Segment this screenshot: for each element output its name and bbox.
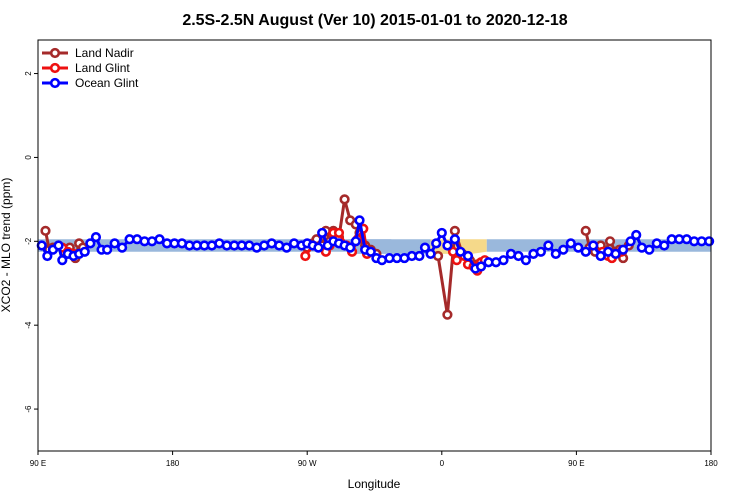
series-layer (36, 194, 715, 320)
series-0-point-3-0 (580, 225, 591, 236)
series-2-point-0-41 (313, 242, 324, 253)
series-2-point-1-0 (449, 234, 460, 245)
series-2-point-1-4 (475, 261, 487, 272)
plot-frame (37, 39, 712, 452)
series-2-point-1-13 (543, 240, 554, 251)
series-2-point-1-24 (625, 236, 636, 247)
x-tick-label-5: 180 (704, 459, 718, 468)
x-tick-label-3: 0 (440, 459, 445, 468)
series-2-point-0-62 (436, 227, 447, 239)
series-2-point-0-8 (79, 246, 90, 257)
series-2 (36, 215, 715, 274)
series-2-point-1-25 (631, 229, 642, 241)
series-2-point-1-9 (513, 250, 524, 262)
legend-label-1: Land Glint (75, 61, 130, 75)
series-2-point-0-1 (42, 250, 53, 262)
series-2-point-1-7 (498, 255, 509, 266)
x-axis-label: Longitude (348, 477, 401, 491)
series-2-point-1-22 (610, 248, 621, 259)
series-2-point-1-19 (588, 240, 599, 251)
series-2-point-1-17 (573, 242, 584, 253)
series-0-point-0-0 (40, 225, 51, 236)
series-2-point-0-61 (431, 238, 442, 249)
series-0-point-2-2 (449, 225, 460, 236)
series-2-point-1-14 (550, 248, 561, 259)
series-2-point-0-60 (425, 248, 436, 259)
series-0-point-1-8 (339, 194, 350, 205)
chart-title: 2.5S-2.5N August (Ver 10) 2015-01-01 to … (182, 12, 567, 29)
y-tick-label-2: -2 (24, 237, 33, 245)
series-2-point-0-47 (345, 242, 356, 253)
series-2-point-0-14 (117, 242, 128, 253)
y-axis: 2 0 -2 -4 -6 (24, 71, 38, 413)
series-2-point-0-58 (414, 250, 425, 262)
series-2-point-0-19 (154, 234, 165, 245)
y-tick-label-1: 0 (24, 155, 33, 160)
legend-label-0: Land Nadir (75, 46, 134, 60)
series-1-point-1-5 (333, 227, 345, 239)
legend-label-2: Ocean Glint (75, 76, 139, 90)
series-2-point-0-59 (419, 242, 431, 253)
series-2-point-1-12 (535, 246, 546, 257)
series-2-point-1-27 (644, 244, 655, 255)
x-tick-label-1: 180 (166, 459, 180, 468)
y-axis-label: XCO2 - MLO trend (ppm) (0, 178, 13, 313)
series-2-point-0-3 (53, 240, 64, 251)
legend-marker-0 (49, 47, 61, 59)
x-tick-label-2: 90 W (298, 459, 317, 468)
series-2-point-1-2 (462, 250, 474, 262)
series-2-point-0-10 (90, 232, 102, 243)
series-2-point-1-29 (659, 240, 670, 251)
series-0 (40, 194, 634, 320)
x-tick-label-0: 90 E (30, 459, 46, 468)
series-2-point-0-42 (317, 227, 328, 239)
series-2-point-0-49 (354, 215, 365, 226)
series-0-point-3-5 (604, 236, 616, 247)
y-tick-label-0: 2 (24, 71, 33, 76)
series-2-point-0-4 (57, 255, 68, 266)
series-2-point-0-9 (85, 238, 96, 249)
series-2-point-0-0 (36, 240, 47, 251)
series-2-point-1-15 (558, 244, 569, 255)
y-tick-label-3: -4 (24, 321, 33, 329)
series-2-point-1-16 (565, 238, 576, 249)
series-2-point-1-10 (520, 255, 532, 266)
series-2-point-0-12 (102, 244, 113, 255)
series-2-point-0-48 (350, 236, 361, 247)
x-tick-label-4: 90 E (568, 459, 584, 468)
y-tick-label-4: -6 (24, 405, 33, 413)
series-2-point-0-13 (109, 238, 120, 249)
series-1-point-2-1 (451, 255, 462, 266)
series-2-point-1-23 (618, 244, 629, 255)
series-1-point-1-0 (300, 250, 311, 262)
x-axis: 90 E 180 90 W 0 90 E 180 (30, 451, 718, 468)
series-2-point-1-20 (595, 250, 606, 262)
series-2-point-0-63 (442, 240, 453, 251)
series-2-point-0-51 (365, 246, 376, 257)
series-2-point-0-36 (281, 242, 292, 253)
legend-marker-2 (49, 77, 61, 89)
series-2-point-1-1 (455, 246, 466, 257)
series-2-point-1-35 (704, 236, 715, 247)
series-0-point-2-1 (442, 309, 453, 320)
series-2-point-1-18 (580, 246, 591, 257)
legend-marker-1 (49, 62, 61, 74)
